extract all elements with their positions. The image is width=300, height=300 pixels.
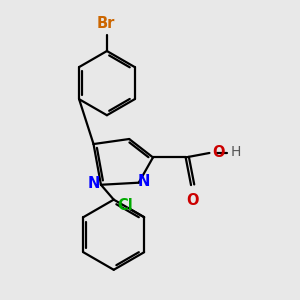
Text: O: O [186, 193, 199, 208]
Text: O: O [212, 145, 225, 160]
Text: H: H [230, 146, 241, 159]
Text: Cl: Cl [117, 198, 133, 213]
Text: N: N [138, 174, 150, 189]
Text: N: N [87, 176, 100, 191]
Text: Br: Br [97, 16, 116, 31]
